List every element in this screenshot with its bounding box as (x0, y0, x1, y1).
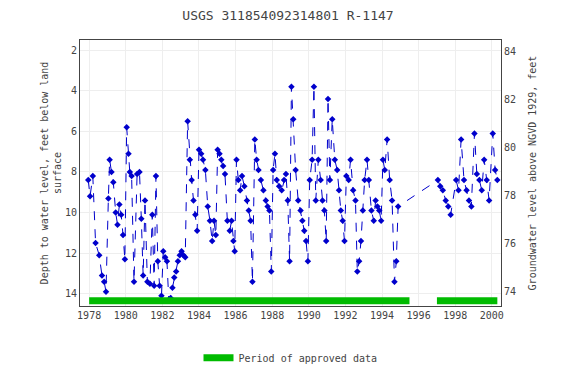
svg-text:1980: 1980 (114, 310, 138, 321)
svg-text:78: 78 (504, 190, 516, 201)
svg-text:1996: 1996 (407, 310, 431, 321)
svg-text:1986: 1986 (224, 310, 248, 321)
svg-text:4: 4 (71, 85, 77, 96)
svg-text:2: 2 (71, 45, 77, 56)
svg-text:8: 8 (71, 166, 77, 177)
svg-text:74: 74 (504, 286, 516, 297)
svg-text:1982: 1982 (150, 310, 174, 321)
svg-text:1998: 1998 (443, 310, 467, 321)
svg-text:84: 84 (504, 46, 516, 57)
svg-text:1984: 1984 (187, 310, 211, 321)
svg-text:80: 80 (504, 142, 516, 153)
svg-text:12: 12 (65, 248, 77, 259)
svg-text:Groundwater level above NGVD 1: Groundwater level above NGVD 1929, feet (527, 56, 538, 291)
svg-text:76: 76 (504, 238, 516, 249)
svg-text:1988: 1988 (260, 310, 284, 321)
svg-text:1990: 1990 (297, 310, 321, 321)
svg-text:2000: 2000 (480, 310, 504, 321)
svg-text:14: 14 (65, 288, 77, 299)
svg-text:10: 10 (65, 207, 77, 218)
svg-text:6: 6 (71, 126, 77, 137)
svg-text:USGS 311854092314801 R-1147: USGS 311854092314801 R-1147 (182, 8, 393, 23)
svg-text:82: 82 (504, 94, 516, 105)
svg-text:Period of approved data: Period of approved data (239, 353, 377, 364)
svg-text:1992: 1992 (333, 310, 357, 321)
svg-text:1978: 1978 (77, 310, 101, 321)
svg-text:Depth to water level, feet bel: Depth to water level, feet below landsur… (39, 62, 63, 285)
svg-text:1994: 1994 (370, 310, 394, 321)
